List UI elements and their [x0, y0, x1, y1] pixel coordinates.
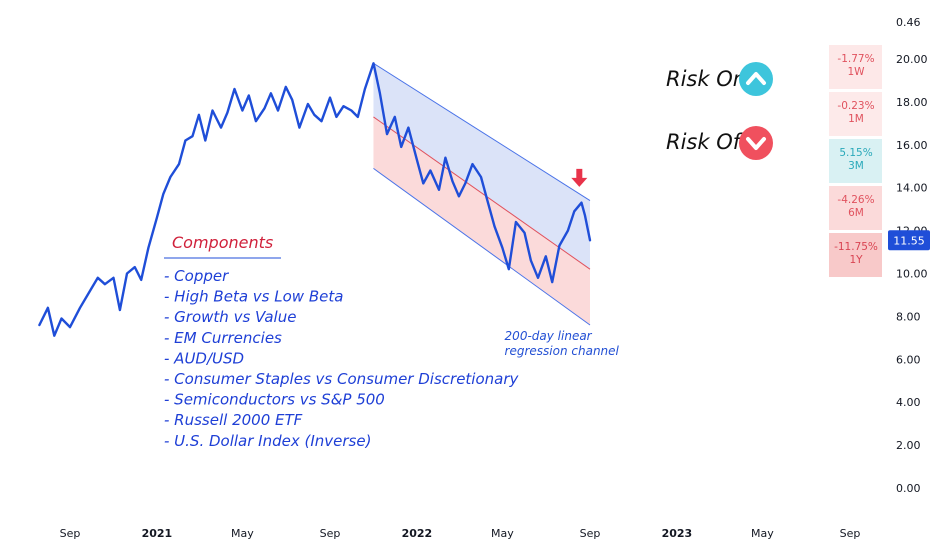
annotation-line: 200-day linear: [505, 329, 593, 343]
x-tick-label: Sep: [320, 527, 341, 540]
component-item: - Russell 2000 ETF: [164, 411, 303, 429]
component-item: - AUD/USD: [164, 349, 244, 367]
y-tick-label: 10.00: [896, 268, 928, 281]
perf-cell: -0.23%1M: [829, 92, 882, 136]
y-tick-label: 6.00: [896, 353, 921, 366]
y-axis: 0.4620.0018.0016.0014.0012.0010.008.006.…: [896, 16, 928, 495]
x-tick-label: May: [751, 527, 774, 540]
perf-cell-bg: [829, 45, 882, 89]
x-tick-label: Sep: [580, 527, 601, 540]
x-tick-label: 2021: [142, 527, 173, 540]
perf-cell-bg: [829, 92, 882, 136]
risk-off-label: Risk Off: [666, 130, 751, 154]
perf-cell-bg: [829, 233, 882, 277]
channel-upper-line: [373, 62, 591, 201]
perf-value: -4.26%: [837, 194, 874, 206]
x-tick-label: May: [231, 527, 254, 540]
chevron-down-icon: [746, 137, 766, 150]
series-line: [38, 62, 592, 337]
component-item: - High Beta vs Low Beta: [164, 288, 343, 306]
y-tick-label: 18.00: [896, 96, 928, 109]
component-item: - U.S. Dollar Index (Inverse): [164, 432, 371, 450]
y-tick-label: 0.00: [896, 482, 921, 495]
y-tick-label: 2.00: [896, 439, 921, 452]
risk-legend: Risk On Risk Off: [666, 62, 773, 160]
components-panel: Components - Copper - High Beta vs Low Be…: [164, 233, 520, 450]
y-axis-top-label: 0.46: [896, 16, 921, 29]
x-tick-label: Sep: [60, 527, 81, 540]
price-label-text: 11.55: [893, 234, 925, 247]
x-tick-label: May: [491, 527, 514, 540]
perf-period: 1Y: [849, 254, 863, 266]
y-tick-label: 16.00: [896, 139, 928, 152]
x-tick-label: Sep: [840, 527, 861, 540]
perf-cell: 5.15%3M: [829, 139, 882, 183]
component-item: - EM Currencies: [164, 329, 282, 347]
component-item: - Copper: [164, 267, 229, 285]
annotation-line: regression channel: [505, 344, 620, 358]
perf-period: 6M: [848, 207, 864, 219]
perf-period: 3M: [848, 160, 864, 172]
x-tick-label: 2022: [402, 527, 433, 540]
perf-cell: -1.77%1W: [829, 45, 882, 89]
x-tick-label: 2023: [662, 527, 693, 540]
component-item: - Semiconductors vs S&P 500: [164, 391, 385, 409]
perf-period: 1M: [848, 113, 864, 125]
perf-value: 5.15%: [839, 147, 872, 159]
price-label[interactable]: 11.55: [888, 230, 930, 251]
y-tick-label: 8.00: [896, 310, 921, 323]
price-label-bg: [888, 230, 930, 251]
arrow-down-icon: [571, 168, 588, 187]
components-list: - Copper - High Beta vs Low Beta - Growth …: [164, 267, 520, 450]
component-item: - Growth vs Value: [164, 308, 296, 326]
perf-value: -0.23%: [837, 100, 874, 112]
chevron-up-icon: [746, 72, 766, 85]
channel-lower-line: [373, 167, 591, 326]
risk-on-icon: [739, 62, 773, 96]
component-item: - Consumer Staples vs Consumer Discretio…: [164, 370, 520, 388]
perf-cell: -4.26%6M: [829, 186, 882, 230]
perf-cell: -11.75%1Y: [829, 233, 882, 277]
perf-value: -11.75%: [834, 241, 878, 253]
y-tick-label: 14.00: [896, 182, 928, 195]
risk-off-icon: [739, 126, 773, 160]
y-tick-label: 4.00: [896, 396, 921, 409]
performance-table: -1.77%1W-0.23%1M5.15%3M-4.26%6M-11.75%1Y: [829, 45, 882, 277]
perf-cell-bg: [829, 186, 882, 230]
channel-mid-line: [373, 116, 591, 270]
y-tick-label: 20.00: [896, 53, 928, 66]
channel-upper-band: [373, 63, 590, 270]
regression-channel: [373, 62, 591, 326]
perf-value: -1.77%: [837, 53, 874, 65]
risk-on-label: Risk On: [666, 67, 746, 91]
components-title: Components: [172, 233, 273, 252]
perf-period: 1W: [847, 66, 865, 78]
x-axis: Sep 2021 May Sep 2022 May Sep 2023 May Sep: [60, 527, 861, 540]
perf-cell-bg: [829, 139, 882, 183]
